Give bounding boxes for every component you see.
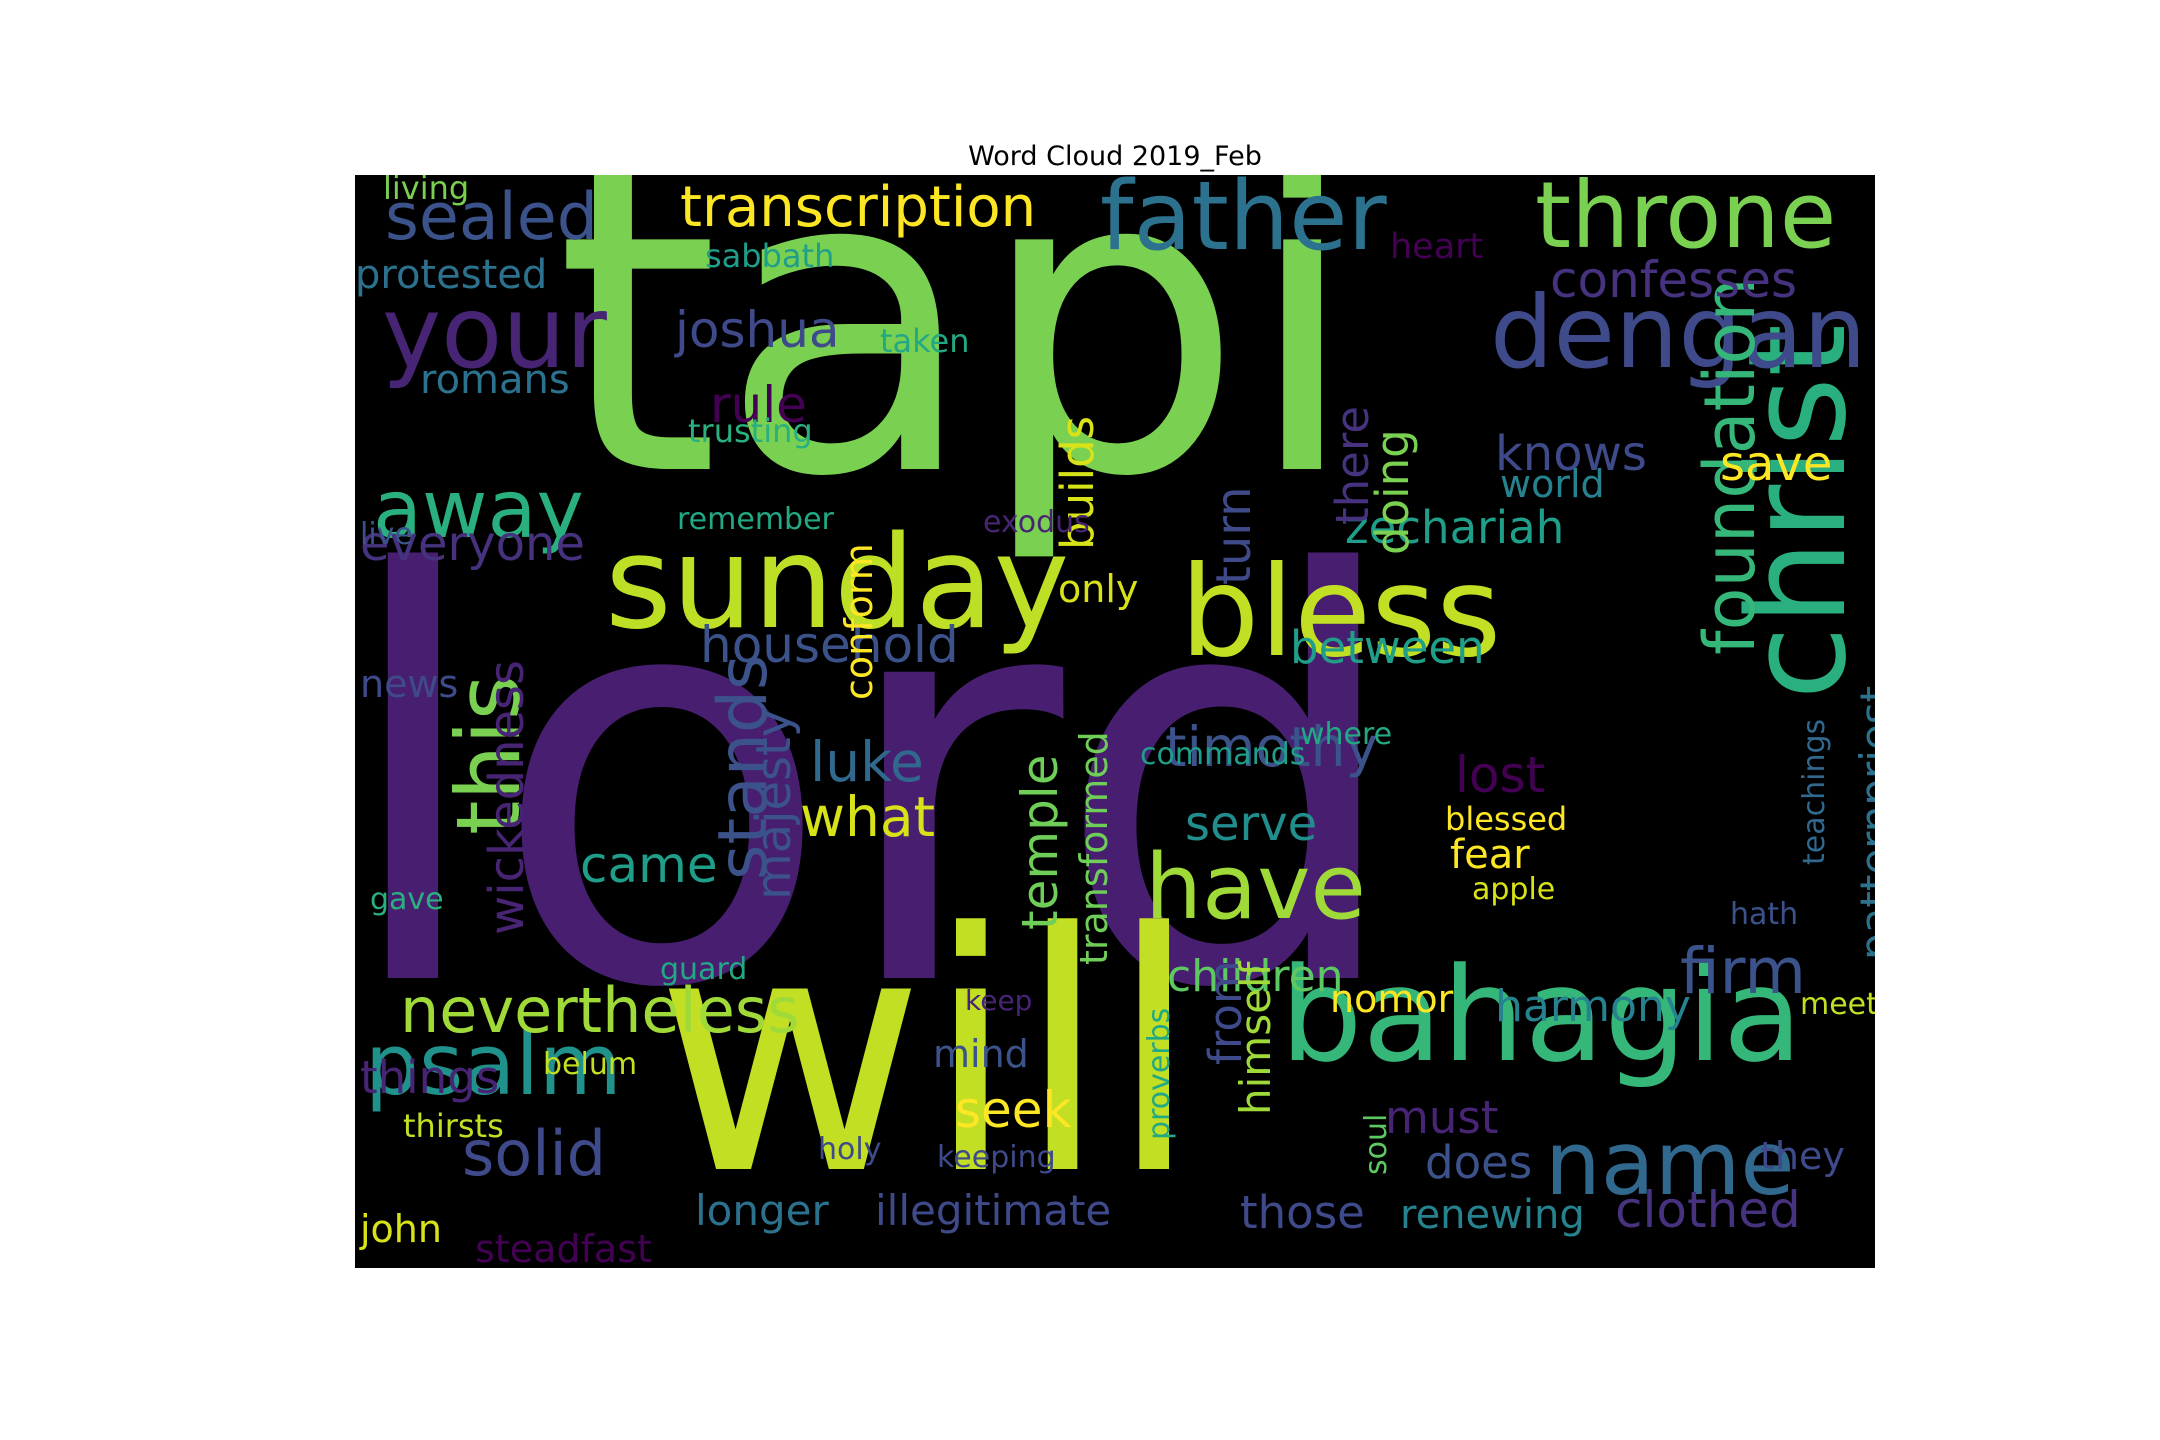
word-timothy: timothy (1165, 715, 1379, 779)
word-tapi: tapi (555, 175, 1361, 569)
word-gave: gave (370, 882, 444, 917)
word-living: living (383, 175, 470, 207)
word-those: those (1240, 1186, 1365, 1239)
word-nomor: nomor (1330, 977, 1454, 1021)
word-rule: rule (710, 376, 807, 434)
word-throne: throne (1535, 175, 1837, 269)
word-thirsts: thirsts (403, 1107, 504, 1145)
word-came: came (580, 836, 718, 894)
word-cloud-panel: lord tapi will bahagia sunday christ bless deng… (355, 175, 1875, 1268)
word-luke: luke (810, 730, 924, 794)
word-does: does (1425, 1136, 1533, 1189)
word-where: where (1300, 717, 1393, 752)
word-father: father (1100, 175, 1387, 272)
word-have: have (1145, 835, 1366, 940)
word-will: will (655, 863, 1200, 1247)
word-clothed: clothed (1615, 1181, 1801, 1239)
word-joshua: joshua (675, 301, 840, 359)
word-soul: soul (1359, 1113, 1394, 1175)
word-exodus: exodus (983, 505, 1090, 540)
word-keeping: keeping (937, 1140, 1056, 1175)
word-everyone: everyone (360, 516, 585, 572)
word-serve: serve (1185, 796, 1318, 852)
word-children: children (1167, 951, 1344, 1002)
word-sunday: sunday (605, 509, 1070, 658)
word-trusting: trusting (688, 412, 813, 450)
word-firm: firm (1680, 935, 1806, 1008)
word-seek: seek (955, 1081, 1072, 1139)
word-belum: belum (543, 1047, 638, 1082)
word-teachings: teachings (1797, 718, 1832, 865)
word-proverbs: proverbs (1142, 1007, 1177, 1140)
word-taken: taken (880, 322, 970, 360)
word-romans: romans (420, 357, 570, 403)
word-news: news (360, 662, 459, 706)
word-meet: meet (1800, 987, 1875, 1022)
word-wickedness: wickedness (479, 659, 535, 935)
word-away: away (373, 463, 584, 556)
word-protested: protested (355, 252, 548, 298)
word-longer: longer (695, 1186, 829, 1235)
word-transcription: transcription (680, 175, 1037, 240)
word-must: must (1385, 1091, 1499, 1144)
word-temple: temple (1011, 754, 1069, 930)
word-holy: holy (818, 1132, 882, 1167)
word-bahagia: bahagia (1280, 939, 1803, 1091)
word-blessed: blessed (1445, 800, 1568, 838)
word-transformed: transformed (1072, 731, 1116, 965)
word-apple: apple (1472, 872, 1556, 907)
word-name: name (1545, 1112, 1795, 1215)
word-sealed: sealed (385, 180, 598, 255)
word-fear: fear (1450, 832, 1530, 878)
word-turn: turn (1206, 486, 1262, 585)
word-confesses: confesses (1550, 251, 1798, 309)
word-john: john (360, 1207, 442, 1251)
word-renewing: renewing (1400, 1192, 1585, 1238)
chart-title: Word Cloud 2019_Feb (968, 141, 1262, 172)
word-dengan: dengan (1490, 274, 1867, 391)
word-steadfast: steadfast (475, 1227, 652, 1268)
word-between: between (1290, 621, 1485, 674)
word-knows: knows (1495, 426, 1647, 482)
word-illegitimate: illegitimate (875, 1186, 1112, 1235)
word-household: household (700, 616, 959, 674)
word-your: your (382, 274, 607, 391)
word-live: live (360, 517, 413, 552)
word-sabbath: sabbath (705, 237, 835, 275)
word-bless: bless (1180, 540, 1502, 685)
word-psalm: psalm (365, 1016, 622, 1115)
word-hath: hath (1730, 897, 1799, 932)
word-conform: conform (837, 543, 881, 700)
word-world: world (1500, 462, 1605, 506)
word-mind: mind (933, 1032, 1029, 1076)
word-nevertheless: nevertheless (400, 974, 800, 1047)
word-heart: heart (1390, 227, 1484, 267)
word-things: things (360, 1051, 500, 1104)
word-only: only (1058, 567, 1139, 611)
word-guard: guard (660, 952, 748, 987)
word-remember: remember (677, 502, 834, 537)
word-commands: commands (1140, 737, 1306, 772)
word-lord: lord (355, 459, 1410, 1111)
word-majesty: majesty (746, 708, 802, 900)
word-save: save (1720, 436, 1833, 492)
word-zechariah: zechariah (1345, 501, 1565, 554)
word-doing: doing (1366, 429, 1419, 555)
word-patternpriest: patternpriest (1851, 685, 1875, 960)
word-harmony: harmony (1495, 981, 1691, 1032)
word-solid: solid (462, 1117, 607, 1190)
word-himself: himself (1231, 961, 1280, 1115)
word-what: what (800, 785, 936, 849)
word-they: they (1760, 1134, 1845, 1178)
word-keep: keep (965, 984, 1033, 1017)
word-lost: lost (1455, 746, 1546, 804)
